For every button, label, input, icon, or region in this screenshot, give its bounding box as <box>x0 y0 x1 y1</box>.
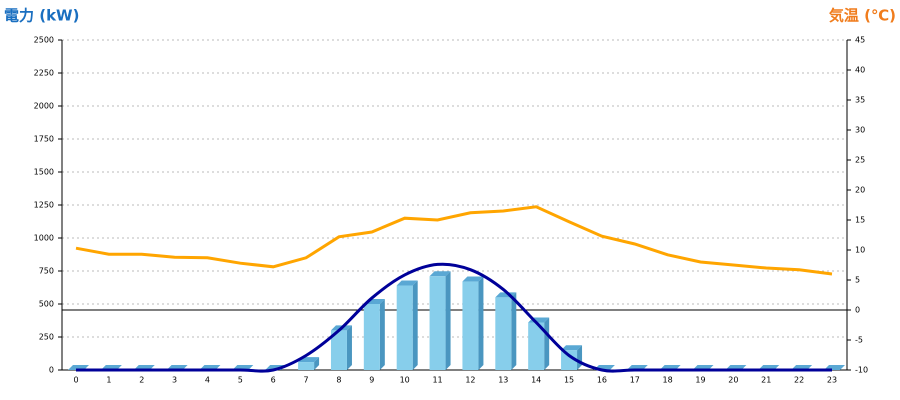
y-tick-label: 2500 <box>34 36 54 45</box>
bar-side <box>445 271 451 370</box>
x-tick-label: 3 <box>172 376 177 385</box>
smooth-line <box>75 262 832 373</box>
bar-side <box>511 292 517 370</box>
x-tick-label: 17 <box>630 376 640 385</box>
x-tick-label: 15 <box>564 376 574 385</box>
x-tick-label: 20 <box>728 376 738 385</box>
x-tick-label: 21 <box>761 376 771 385</box>
bar <box>561 350 578 370</box>
y-tick-label: 2000 <box>34 102 54 111</box>
bar <box>396 285 413 370</box>
y2-tick-label: 0 <box>855 306 860 315</box>
y2-tick-label: 25 <box>855 156 865 165</box>
y-tick-label: 250 <box>39 333 54 342</box>
x-tick-label: 23 <box>827 376 837 385</box>
bar <box>462 281 479 370</box>
bar <box>298 362 315 370</box>
y-tick-label: 750 <box>39 267 54 276</box>
bar-top <box>462 276 484 282</box>
bar-side <box>412 280 418 370</box>
y-tick-label: 1750 <box>34 135 54 144</box>
bar-top <box>561 345 583 351</box>
bar <box>495 297 512 370</box>
y2-tick-label: 20 <box>855 186 865 195</box>
bar <box>330 330 347 370</box>
x-tick-label: 9 <box>369 376 374 385</box>
bar-side <box>478 276 484 370</box>
x-tick-label: 16 <box>597 376 607 385</box>
x-tick-label: 6 <box>271 376 276 385</box>
bar-side <box>346 325 352 370</box>
y2-tick-label: 5 <box>855 276 860 285</box>
x-tick-label: 1 <box>106 376 111 385</box>
x-tick-label: 11 <box>432 376 442 385</box>
y2-tick-label: 40 <box>855 66 865 75</box>
x-tick-label: 19 <box>695 376 705 385</box>
x-tick-label: 13 <box>498 376 508 385</box>
x-tick-label: 10 <box>400 376 410 385</box>
bar <box>363 304 380 370</box>
line <box>75 205 833 276</box>
y2-tick-label: 30 <box>855 126 865 135</box>
x-tick-label: 14 <box>531 376 541 385</box>
y-tick-label: 2250 <box>34 69 54 78</box>
bar-side <box>314 357 320 370</box>
x-tick-label: 2 <box>139 376 144 385</box>
bar-side <box>379 299 385 370</box>
x-tick-label: 4 <box>205 376 210 385</box>
x-tick-label: 7 <box>304 376 309 385</box>
bar-side <box>544 317 550 370</box>
x-tick-label: 5 <box>238 376 243 385</box>
y2-tick-label: 15 <box>855 216 865 225</box>
x-tick-label: 18 <box>663 376 673 385</box>
x-tick-label: 0 <box>73 376 78 385</box>
y2-axis-title: 気温 (℃) <box>829 7 896 25</box>
y-tick-label: 500 <box>39 300 54 309</box>
bar <box>528 322 545 370</box>
y-tick-label: 0 <box>49 366 54 375</box>
bar-top <box>396 280 418 286</box>
y-tick-label: 1000 <box>34 234 54 243</box>
x-tick-label: 12 <box>465 376 475 385</box>
y-axis-title: 電力 (kW) <box>4 7 79 25</box>
y2-tick-label: 35 <box>855 96 865 105</box>
y2-tick-label: -5 <box>855 336 863 345</box>
x-tick-label: 22 <box>794 376 804 385</box>
y2-tick-label: 10 <box>855 246 865 255</box>
x-tick-label: 8 <box>336 376 341 385</box>
y2-tick-label: 45 <box>855 36 865 45</box>
bar <box>429 276 446 370</box>
bar-top <box>429 271 451 277</box>
y2-tick-label: -10 <box>855 366 868 375</box>
y-tick-label: 1250 <box>34 201 54 210</box>
y-tick-label: 1500 <box>34 168 54 177</box>
